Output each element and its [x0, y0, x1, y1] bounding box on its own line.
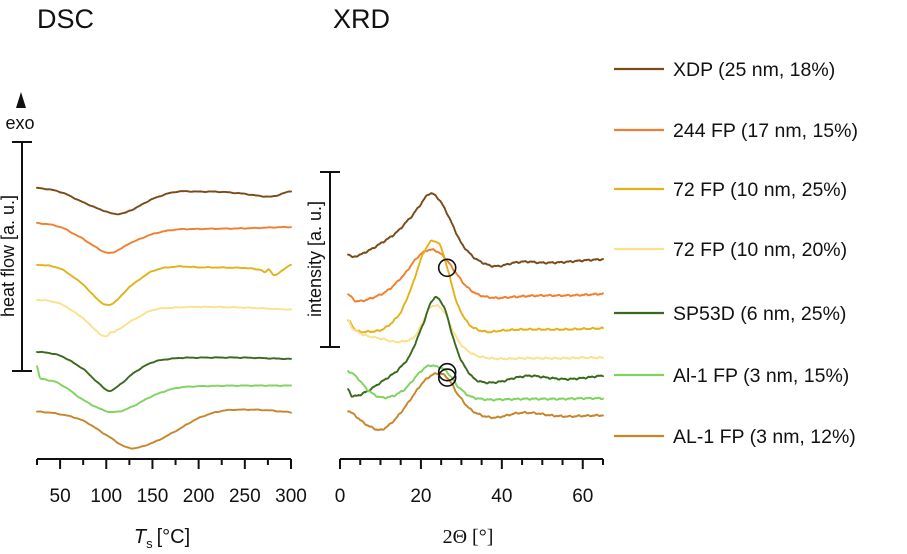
exo-arrow-icon	[16, 92, 26, 108]
xrd-circle-markers	[437, 258, 457, 387]
legend-label: Al-1 FP (3 nm, 15%)	[673, 365, 849, 387]
dsc-xlabel-subscript: s	[146, 536, 153, 551]
legend-label: 244 FP (17 nm, 15%)	[673, 120, 858, 142]
xrd-x-tick-label: 60	[572, 486, 593, 507]
xrd-circle-marker	[437, 362, 457, 382]
xrd-curve-sp53d-6-nm-25	[347, 295, 604, 398]
dsc-title: DSC	[37, 4, 94, 34]
dsc-curve-al-1-fp-3-nm-12	[36, 408, 292, 450]
xrd-x-tick-label: 40	[491, 486, 512, 507]
legend-label: 72 FP (10 nm, 25%)	[673, 179, 847, 201]
dsc-x-tick-label: 300	[275, 486, 307, 507]
xrd-title: XRD	[333, 4, 390, 34]
dsc-curve-sp53d-6-nm-25	[36, 350, 292, 393]
dsc-x-tick-label: 250	[229, 486, 261, 507]
dsc-curves	[36, 186, 292, 450]
xrd-circle-marker	[437, 368, 457, 387]
xrd-curve-xdp-25-nm-18	[347, 192, 604, 268]
xrd-ylabel-bracket	[320, 171, 340, 348]
dsc-curve-72-fp-10-nm-20	[36, 298, 292, 338]
legend-label: SP53D (6 nm, 25%)	[673, 303, 846, 325]
xrd-x-tick-label: 20	[410, 486, 431, 507]
dsc-x-tick-label: 100	[90, 486, 122, 507]
dsc-ylabel: heat flow [a. u.]	[0, 195, 18, 317]
dsc-ylabel-bracket	[12, 141, 32, 372]
dsc-x-tick-label: 200	[183, 486, 215, 507]
xrd-xlabel: 2Θ [°]	[443, 526, 494, 548]
xrd-ylabel: intensity [a. u.]	[305, 201, 325, 317]
xrd-curve-72-fp-10-nm-20	[347, 304, 604, 361]
xrd-curve-72-fp-10-nm-25	[347, 239, 604, 334]
xrd-curves	[347, 192, 604, 432]
legend-label: XDP (25 nm, 18%)	[673, 59, 835, 81]
dsc-xlabel-unit: [°C]	[157, 526, 191, 548]
exo-label: exo	[5, 113, 34, 133]
dsc-x-axis: 50 100 150 200 250 300	[36, 458, 307, 507]
xrd-curve-al-1-fp-3-nm-12	[347, 372, 604, 432]
legend: XDP (25 nm, 18%) 244 FP (17 nm, 15%) 72 FP…	[614, 59, 858, 448]
xrd-curve-244-fp-17-nm-15	[347, 248, 604, 303]
xrd-x-axis: 0 20 40 60	[335, 458, 604, 507]
dsc-x-tick-label: 50	[50, 486, 71, 507]
dsc-x-tick-label: 150	[137, 486, 169, 507]
dsc-curve-al-1-fp-3-nm-15	[36, 365, 292, 414]
dsc-xlabel-symbol: T	[134, 526, 148, 548]
legend-label: AL-1 FP (3 nm, 12%)	[673, 426, 856, 448]
xrd-curve-al-1-fp-3-nm-15	[347, 364, 604, 402]
legend-label: 72 FP (10 nm, 20%)	[673, 239, 847, 261]
dsc-curve-244-fp-17-nm-15	[36, 221, 292, 254]
dsc-curve-xdp-25-nm-18	[36, 186, 292, 216]
dsc-curve-72-fp-10-nm-25	[36, 263, 292, 306]
xrd-x-tick-label: 0	[335, 486, 346, 507]
xrd-circle-marker	[437, 258, 457, 278]
dsc-xlabel: Ts [°C]	[134, 526, 190, 551]
